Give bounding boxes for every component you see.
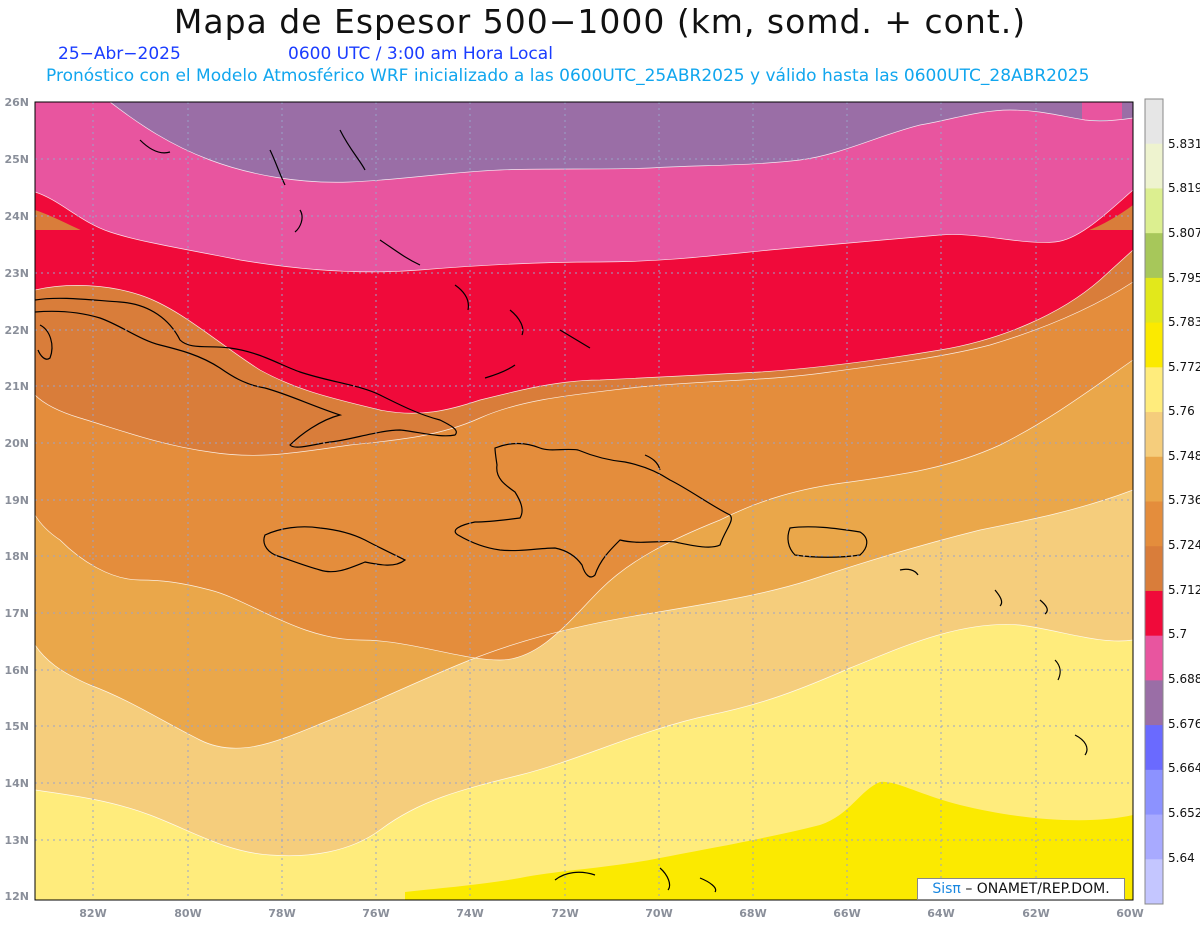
legend-swatch [1145, 501, 1163, 547]
lat-label-22n: 22N [4, 324, 29, 337]
legend-label-5-736: 5.736 [1168, 493, 1200, 507]
map-title: Mapa de Espesor 500−1000 (km, somd. + co… [173, 2, 1027, 41]
lat-label-21n: 21N [4, 380, 29, 393]
legend-label-5-688: 5.688 [1168, 672, 1200, 686]
lon-label-80w: 80W [174, 907, 201, 920]
legend-swatch [1145, 456, 1163, 502]
legend-label-5-748: 5.748 [1168, 449, 1200, 463]
legend-frame [1144, 98, 1164, 905]
graticule [35, 102, 1133, 900]
legend-swatch [1145, 367, 1163, 413]
legend-swatch [1145, 412, 1163, 458]
model-info: Pronóstico con el Modelo Atmosférico WRF… [46, 66, 1090, 86]
legend-swatch [1145, 233, 1163, 279]
lat-label-14n: 14N [4, 777, 29, 790]
lat-label-25n: 25N [4, 153, 29, 166]
legend-label-5-712: 5.712 [1168, 583, 1200, 597]
lat-label-23n: 23N [4, 267, 29, 280]
legend-labels: 5.831 5.819 5.807 5.795 5.783 5.772 5.76… [1168, 137, 1200, 865]
legend-swatch [1145, 859, 1163, 905]
lon-label-76w: 76W [362, 907, 389, 920]
legend-label-5-676: 5.676 [1168, 717, 1200, 731]
legend-label-5-7: 5.7 [1168, 627, 1187, 641]
credit-org: – ONAMET/REP.DOM. [965, 881, 1110, 897]
legend-swatch [1145, 590, 1163, 637]
forecast-date: 25−Abr−2025 [58, 44, 181, 64]
legend-label-5-724: 5.724 [1168, 538, 1200, 552]
legend-label-5-783: 5.783 [1168, 315, 1200, 329]
lon-label-78w: 78W [268, 907, 295, 920]
credit-brand: Sisπ [932, 881, 961, 897]
lat-label-12n: 12N [4, 890, 29, 903]
lat-label-15n: 15N [4, 720, 29, 733]
lat-label-18n: 18N [4, 550, 29, 563]
lat-labels: 26N 25N 24N 23N 22N 21N 20N 19N 18N 17N … [4, 96, 29, 903]
legend-colorbar [1145, 99, 1163, 905]
lon-label-66w: 66W [833, 907, 860, 920]
lat-label-26n: 26N [4, 96, 29, 109]
lon-label-68w: 68W [739, 907, 766, 920]
lat-label-17n: 17N [4, 607, 29, 620]
lon-label-72w: 72W [551, 907, 578, 920]
lon-label-74w: 74W [456, 907, 483, 920]
legend-swatch [1145, 99, 1163, 145]
legend-label-5-64: 5.64 [1168, 851, 1195, 865]
legend-swatch [1145, 143, 1163, 189]
legend-swatch [1145, 188, 1163, 234]
credit-box: Sisπ – ONAMET/REP.DOM. [917, 878, 1125, 900]
lat-label-13n: 13N [4, 834, 29, 847]
thickness-bands [35, 102, 1133, 900]
legend-swatch [1145, 725, 1163, 771]
lon-label-60w: 60W [1116, 907, 1143, 920]
legend-swatch [1145, 769, 1163, 816]
lon-labels: 82W 80W 78W 76W 74W 72W 70W 68W 66W 64W … [79, 907, 1143, 920]
lat-label-24n: 24N [4, 210, 29, 223]
legend-label-5-664: 5.664 [1168, 761, 1200, 775]
lat-label-20n: 20N [4, 437, 29, 450]
legend-label-5-652: 5.652 [1168, 806, 1200, 820]
lat-label-19n: 19N [4, 494, 29, 507]
legend-swatch [1145, 680, 1163, 726]
legend-label-5-819: 5.819 [1168, 181, 1200, 195]
lon-label-82w: 82W [79, 907, 106, 920]
lon-label-64w: 64W [927, 907, 954, 920]
plot-frame [34, 101, 1134, 901]
legend-swatch [1145, 635, 1163, 681]
lat-label-16n: 16N [4, 664, 29, 677]
band-5-676 [110, 102, 1133, 183]
legend-label-5-76: 5.76 [1168, 404, 1195, 418]
legend-swatch [1145, 546, 1163, 592]
legend-swatch [1145, 814, 1163, 860]
legend-label-5-831: 5.831 [1168, 137, 1200, 151]
thickness-contours [35, 102, 1133, 857]
lon-label-70w: 70W [645, 907, 672, 920]
legend-label-5-772: 5.772 [1168, 360, 1200, 374]
coastlines [35, 129, 1088, 893]
legend-swatch [1145, 322, 1163, 368]
legend-swatch [1145, 277, 1163, 324]
band-5-7-lower [35, 230, 1133, 414]
lon-label-62w: 62W [1022, 907, 1049, 920]
legend-label-5-795: 5.795 [1168, 271, 1200, 285]
legend-label-5-807: 5.807 [1168, 226, 1200, 240]
forecast-time: 0600 UTC / 3:00 am Hora Local [288, 44, 553, 64]
